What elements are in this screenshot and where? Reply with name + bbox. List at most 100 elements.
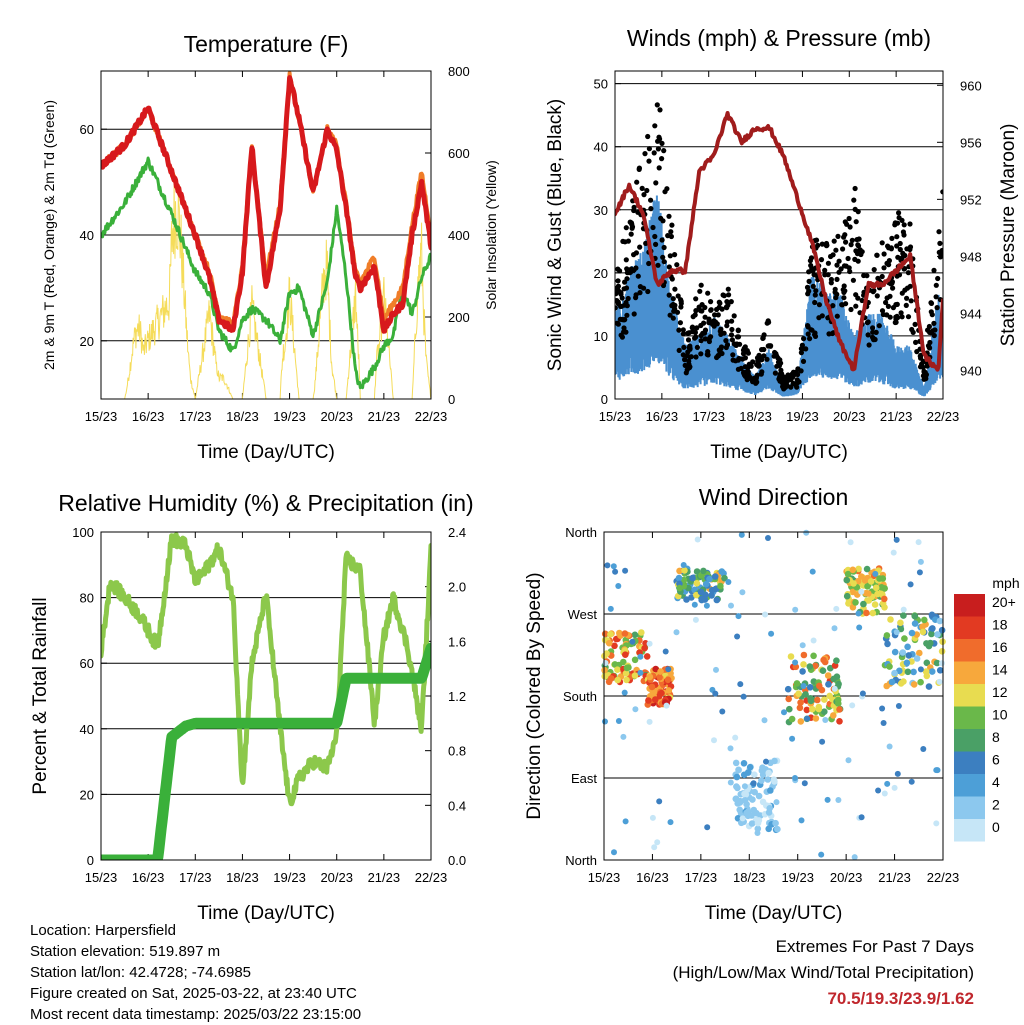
gust-point [842, 232, 848, 238]
y-tick-label: North [565, 853, 597, 868]
y2-tick-label: 1.6 [448, 634, 466, 649]
direction-point [751, 771, 758, 778]
direction-point [667, 819, 674, 826]
direction-point [728, 602, 734, 609]
direction-point [689, 574, 696, 582]
relative-humidity-line [101, 532, 431, 807]
gust-point [729, 337, 736, 343]
direction-point [637, 653, 644, 660]
y-tick-label: 20 [80, 787, 94, 802]
direction-point [864, 583, 871, 590]
direction-point [900, 612, 907, 619]
gust-point [682, 362, 688, 368]
x-tick-label: 17/23 [685, 870, 718, 885]
gust-point [700, 330, 706, 336]
direction-point [830, 712, 837, 719]
legend-swatch [954, 796, 985, 819]
gust-point [645, 133, 651, 140]
direction-point [665, 687, 673, 694]
gust-point [646, 260, 652, 267]
direction-point [732, 796, 739, 803]
direction-point [800, 661, 807, 668]
gust-point [926, 344, 932, 350]
gust-point [840, 246, 846, 252]
y-tick-label: 40 [80, 722, 94, 737]
gust-point [720, 292, 726, 298]
direction-point [835, 680, 842, 688]
gust-point [851, 197, 857, 203]
gust-point [846, 215, 852, 222]
gust-point [900, 229, 907, 235]
legend-label: 14 [992, 662, 1008, 678]
gust-point [748, 363, 754, 369]
direction-point [697, 588, 705, 596]
direction-point [796, 704, 804, 712]
gust-point [927, 339, 933, 346]
direction-point [788, 715, 796, 723]
precipitation-line [101, 642, 431, 860]
direction-point [607, 675, 615, 682]
direction-point [734, 633, 741, 640]
gust-point [729, 326, 735, 333]
gust-point [936, 249, 942, 255]
y-axis-label: Sonic Wind & Gust (Blue, Black) [545, 99, 566, 371]
gust-point [666, 264, 672, 270]
gust-point [781, 378, 787, 384]
gust-point [928, 309, 934, 315]
gust-point [672, 252, 678, 258]
gust-point [913, 339, 919, 345]
gust-point [806, 278, 812, 284]
direction-point [916, 569, 923, 576]
extremes-box: Extremes For Past 7 Days (High/Low/Max W… [673, 934, 974, 1012]
direction-point [901, 635, 908, 642]
gust-point [886, 258, 893, 264]
direction-point [610, 563, 617, 570]
gust-point [831, 238, 837, 244]
gust-point [800, 358, 807, 364]
direction-point [706, 575, 713, 583]
y2-tick-label: 2.0 [448, 580, 466, 595]
direction-point [733, 773, 741, 781]
direction-point [656, 798, 663, 805]
direction-point [607, 605, 614, 612]
direction-point [698, 595, 706, 603]
gust-point [676, 327, 682, 333]
gust-point [731, 341, 738, 347]
gust-point [921, 368, 927, 374]
gust-point [884, 295, 890, 301]
gust-point [897, 246, 903, 253]
gust-point [741, 372, 748, 378]
legend-title: mph [992, 575, 1019, 591]
direction-point [804, 715, 811, 722]
direction-point [936, 678, 943, 685]
direction-point [614, 676, 621, 684]
gust-point [744, 377, 750, 383]
gust-point [655, 146, 662, 152]
gust-point [932, 327, 938, 333]
solar-insolation-line [101, 183, 431, 399]
direction-point [919, 623, 926, 631]
gust-point [815, 242, 821, 248]
gust-point [668, 229, 674, 235]
direction-point [859, 690, 866, 697]
direction-point [875, 787, 882, 794]
gust-point [796, 379, 802, 385]
gust-point [731, 313, 737, 319]
direction-point [822, 717, 829, 723]
y-tick-label: 10 [594, 329, 608, 344]
direction-point [872, 570, 879, 577]
direction-point [754, 819, 762, 827]
gust-point [620, 238, 626, 244]
direction-point [850, 580, 857, 587]
gust-point [680, 331, 687, 337]
gust-point [818, 257, 825, 263]
gust-point [871, 337, 877, 343]
gust-point [723, 304, 730, 310]
y2-tick-label: 952 [960, 192, 982, 207]
gust-point [726, 292, 732, 298]
gust-point [928, 300, 935, 306]
y2-tick-label: 1.2 [448, 689, 466, 704]
gust-point [894, 313, 900, 319]
gust-point [772, 370, 779, 376]
gust-point [669, 222, 675, 228]
